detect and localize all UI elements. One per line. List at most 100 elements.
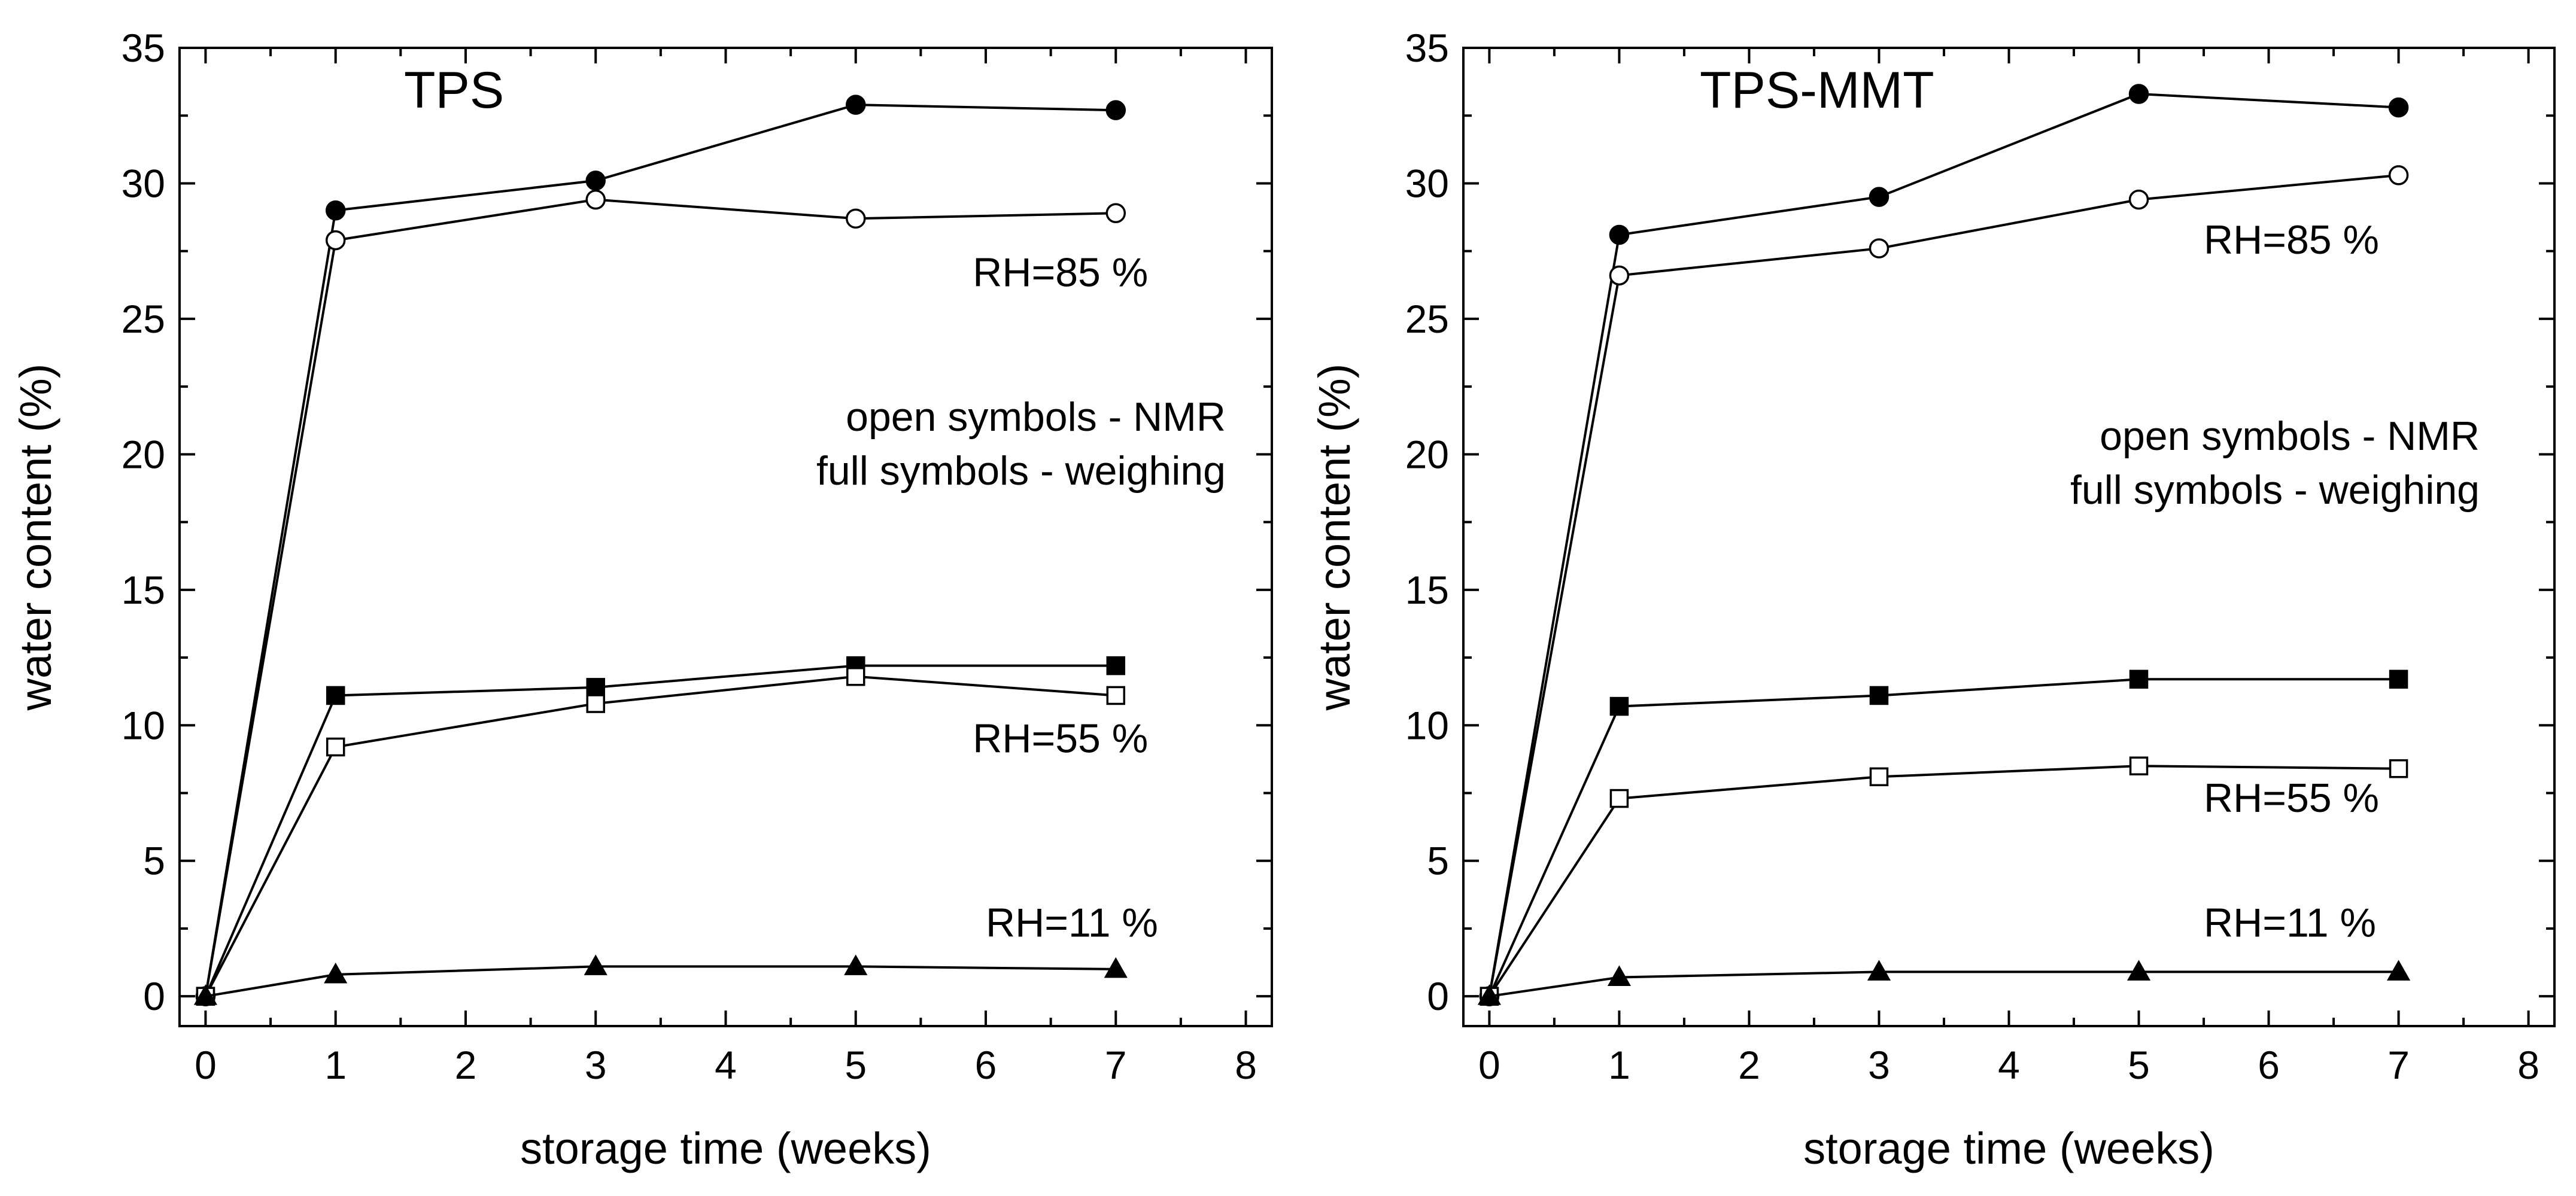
- series-square-filled: [1480, 669, 2408, 1006]
- x-tick-label: 5: [845, 1043, 867, 1087]
- x-axis-label: storage time (weeks): [520, 1124, 931, 1173]
- y-tick-label: 30: [1405, 161, 1449, 205]
- data-point-circle: [846, 95, 866, 115]
- series-circle-filled: [195, 95, 1126, 1006]
- data-point-square: [2389, 759, 2408, 778]
- data-point-circle: [1869, 238, 1890, 258]
- data-point-square: [326, 686, 345, 705]
- data-point-triangle: [2127, 960, 2151, 981]
- x-tick-label: 3: [585, 1043, 607, 1087]
- x-tick-label: 1: [1608, 1043, 1630, 1087]
- data-point-triangle: [324, 962, 348, 984]
- data-point-square: [586, 694, 605, 713]
- y-tick-label: 20: [121, 432, 165, 476]
- x-tick-label: 6: [2258, 1043, 2280, 1087]
- data-point-circle: [325, 200, 346, 221]
- rh-annotation: RH=55 %: [973, 716, 1148, 762]
- x-tick-label: 8: [1235, 1043, 1257, 1087]
- y-axis-label: water content (%): [1310, 364, 1359, 711]
- data-point-triangle: [1104, 957, 1128, 978]
- x-tick-label: 8: [2517, 1043, 2539, 1087]
- data-point-triangle: [844, 954, 868, 975]
- data-point-circle: [1609, 224, 1630, 245]
- series-triangle-filled: [193, 954, 1128, 1005]
- data-point-square: [846, 667, 865, 686]
- series-line: [204, 198, 1116, 997]
- data-point-square: [2389, 669, 2408, 689]
- series-square-filled: [196, 656, 1126, 1006]
- legend-note-line: open symbols - NMR: [2100, 413, 2480, 459]
- rh-annotation: RH=85 %: [973, 250, 1148, 296]
- chart-title: TPS: [404, 62, 504, 119]
- x-tick-label: 3: [1868, 1043, 1890, 1087]
- y-axis-label: water content (%): [11, 364, 60, 711]
- rh-annotation: RH=11 %: [986, 900, 1158, 946]
- y-tick-label: 30: [121, 161, 165, 205]
- data-point-circle: [2128, 189, 2149, 210]
- series-circle-open: [195, 189, 1126, 1006]
- y-tick-label: 10: [121, 703, 165, 747]
- chart-panel-1: 0 1 2 3 4 5 6 7 8 0 5 10 15 20 25 30 35 storage time (wee…: [11, 26, 1273, 1173]
- y-tick-label: 35: [1405, 26, 1449, 70]
- data-point-square: [1609, 696, 1629, 716]
- y-tick-label: 0: [143, 974, 165, 1018]
- chart-panel-2: 0 1 2 3 4 5 6 7 8 0 5 10 15 20 25 30 35 storage time (wee…: [1310, 26, 2556, 1173]
- y-tick-label: 10: [1405, 703, 1449, 747]
- data-point-triangle: [1607, 965, 1632, 986]
- series-square-open: [196, 667, 1126, 1006]
- data-point-circle: [2388, 97, 2409, 118]
- x-tick-label: 4: [1998, 1043, 2020, 1087]
- data-point-square: [1106, 686, 1126, 705]
- x-tick-label: 4: [715, 1043, 737, 1087]
- data-point-circle: [2388, 165, 2409, 185]
- x-tick-label: 1: [324, 1043, 347, 1087]
- y-tick-label: 20: [1405, 432, 1449, 476]
- legend-note-line: full symbols - weighing: [816, 448, 1226, 494]
- data-point-circle: [1609, 265, 1630, 286]
- chart-title: TPS-MMT: [1700, 62, 1934, 119]
- y-tick-label: 35: [121, 26, 165, 70]
- x-tick-label: 2: [455, 1043, 477, 1087]
- data-point-triangle: [2386, 960, 2411, 981]
- y-tick-label: 15: [1405, 568, 1449, 612]
- series-line: [1488, 678, 2399, 997]
- series-line: [204, 664, 1116, 997]
- plot-frame: [1462, 47, 2556, 1027]
- x-tick-label: 6: [975, 1043, 997, 1087]
- data-point-triangle: [193, 984, 218, 1005]
- data-point-circle: [585, 171, 606, 191]
- y-tick-label: 0: [1427, 974, 1449, 1018]
- data-point-triangle: [1477, 984, 1501, 1005]
- rh-annotation: RH=11 %: [2204, 900, 2376, 946]
- data-point-square: [586, 678, 605, 697]
- data-point-circle: [846, 208, 866, 229]
- x-tick-label: 5: [2128, 1043, 2150, 1087]
- data-point-square: [1609, 789, 1629, 808]
- plot-frame: [178, 47, 1273, 1027]
- legend-note-line: full symbols - weighing: [2070, 467, 2480, 513]
- data-point-square: [2129, 756, 2149, 775]
- data-point-square: [1869, 686, 1889, 705]
- series-circle-open: [1479, 165, 2409, 1006]
- y-tick-label: 5: [1427, 839, 1449, 883]
- x-tick-label: 2: [1738, 1043, 1760, 1087]
- data-point-circle: [585, 189, 606, 210]
- data-point-square: [326, 737, 345, 757]
- rh-annotation: RH=85 %: [2204, 217, 2379, 263]
- legend-note-line: open symbols - NMR: [846, 394, 1226, 440]
- y-tick-label: 15: [121, 568, 165, 612]
- y-tick-label: 25: [121, 297, 165, 341]
- x-tick-label: 7: [2387, 1043, 2410, 1087]
- series-triangle-filled: [1477, 960, 2411, 1005]
- series-line: [1488, 174, 2399, 997]
- x-tick-label: 0: [195, 1043, 217, 1087]
- data-point-circle: [1105, 203, 1126, 224]
- data-point-circle: [325, 230, 346, 251]
- x-axis-label: storage time (weeks): [1803, 1124, 2214, 1173]
- x-tick-label: 7: [1105, 1043, 1127, 1087]
- data-point-square: [1869, 767, 1889, 787]
- data-point-triangle: [584, 954, 607, 975]
- y-tick-label: 5: [143, 839, 165, 883]
- data-point-square: [2129, 669, 2149, 689]
